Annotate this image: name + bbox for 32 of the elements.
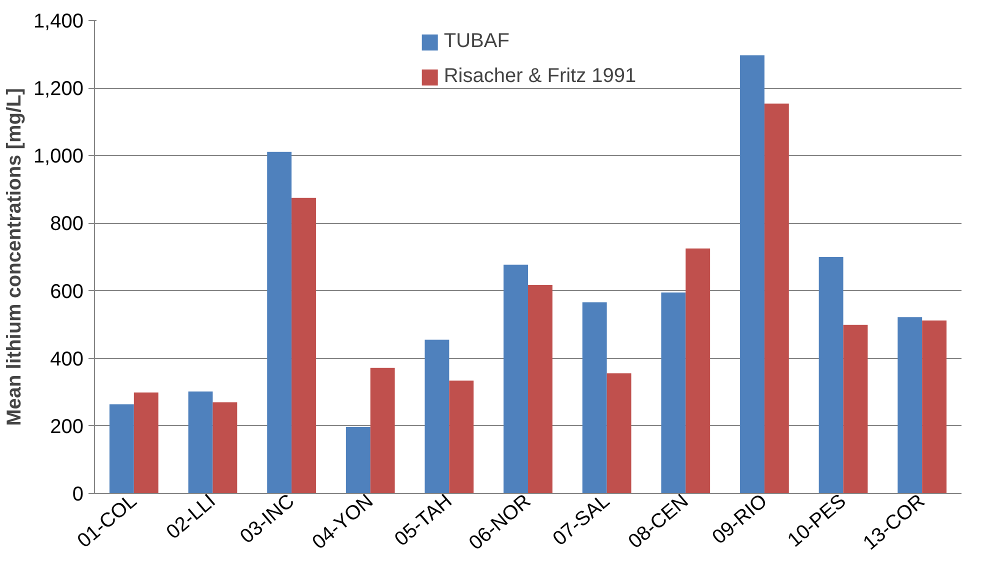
legend-label: TUBAF xyxy=(444,30,510,53)
y-tick-label: 200 xyxy=(50,416,84,438)
bar xyxy=(898,317,922,494)
bar xyxy=(109,404,134,494)
bar xyxy=(346,426,370,494)
bar xyxy=(424,340,450,494)
bar xyxy=(504,264,528,494)
y-tick-label: 1,200 xyxy=(33,78,84,100)
y-tick-label: 600 xyxy=(50,280,84,303)
bar xyxy=(292,198,316,494)
y-tick-label: 1,000 xyxy=(33,146,84,168)
bar xyxy=(134,392,158,494)
bar xyxy=(370,368,395,494)
bar xyxy=(449,380,474,494)
bar xyxy=(661,292,686,494)
bar xyxy=(606,373,632,494)
y-tick-label: 800 xyxy=(50,213,84,236)
bar xyxy=(818,257,844,494)
bar xyxy=(764,104,789,494)
legend-label: Risacher & Fritz 1991 xyxy=(444,65,636,88)
bar xyxy=(188,391,213,494)
y-tick-label: 400 xyxy=(50,348,84,370)
bar xyxy=(528,285,552,494)
bar xyxy=(843,324,868,494)
bar xyxy=(922,320,947,494)
y-tick-label: 1,400 xyxy=(33,10,84,32)
bar xyxy=(212,402,238,494)
bar xyxy=(267,152,292,494)
y-axis-title: Mean lithium concentrations [mg/L] xyxy=(3,88,26,426)
bar xyxy=(582,302,607,494)
bar xyxy=(740,55,764,494)
bar xyxy=(686,248,710,494)
